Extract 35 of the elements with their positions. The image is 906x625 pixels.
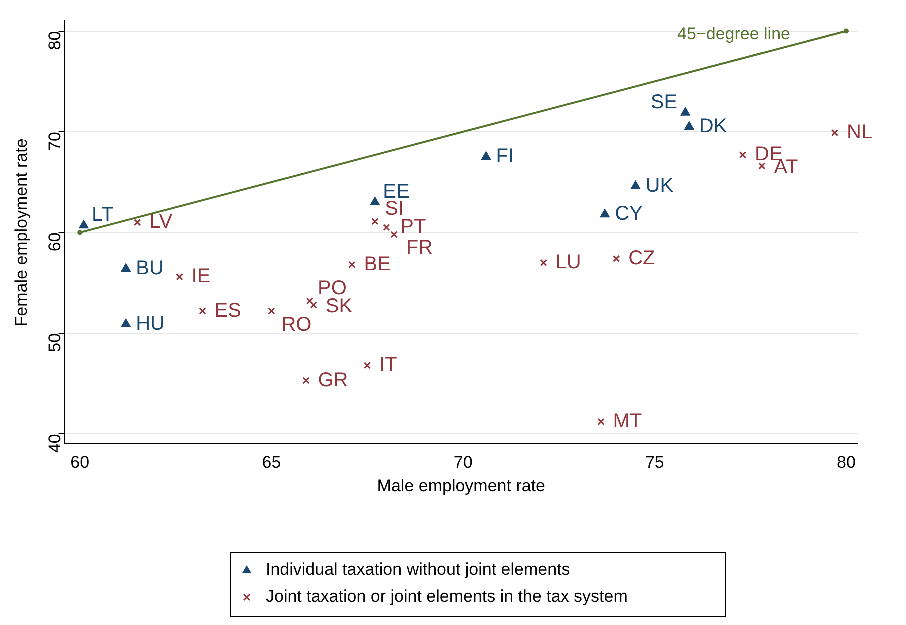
- annotation: LV: [150, 211, 174, 234]
- annotation: GR: [318, 369, 348, 392]
- annotation: IT: [380, 354, 398, 376]
- x-tick-label: 60: [70, 453, 90, 472]
- annotation: NL: [847, 122, 873, 144]
- annotation: IE: [192, 266, 211, 288]
- annotation: LT: [92, 204, 114, 226]
- x-axis-title: Male employment rate: [377, 476, 546, 496]
- annotation: UK: [646, 174, 674, 197]
- x-tick-label: 75: [645, 453, 664, 472]
- annotation: CY: [615, 203, 643, 226]
- y-tick-label: 60: [45, 232, 64, 252]
- annotation: CZ: [628, 247, 656, 270]
- annotation: MT: [613, 410, 642, 433]
- y-tick-label: 40: [45, 434, 64, 454]
- legend-label: Joint taxation or joint elements in the tax system: [266, 587, 628, 606]
- annotation: RO: [282, 314, 312, 336]
- annotation: FI: [496, 146, 514, 168]
- annotation: SE: [650, 91, 678, 114]
- annotation: HU: [136, 312, 165, 335]
- x-tick-label: 65: [262, 453, 282, 472]
- x-tick-label: 70: [454, 453, 473, 472]
- y-tick-label: 50: [45, 333, 64, 352]
- annotation: FR: [406, 237, 434, 260]
- y-tick-label: 80: [45, 31, 64, 50]
- annotation: DK: [699, 115, 728, 138]
- annotation: LU: [556, 251, 582, 274]
- y-axis-title: Female employment rate: [12, 138, 31, 327]
- annotation: BE: [364, 253, 391, 276]
- annotation: ES: [214, 300, 242, 322]
- series-label: 45−degree line: [678, 24, 791, 44]
- legend-label: Individual taxation without joint elements: [266, 560, 570, 580]
- y-tick-label: 70: [45, 132, 64, 151]
- annotation: BU: [136, 257, 164, 280]
- x-tick-label: 80: [837, 453, 856, 472]
